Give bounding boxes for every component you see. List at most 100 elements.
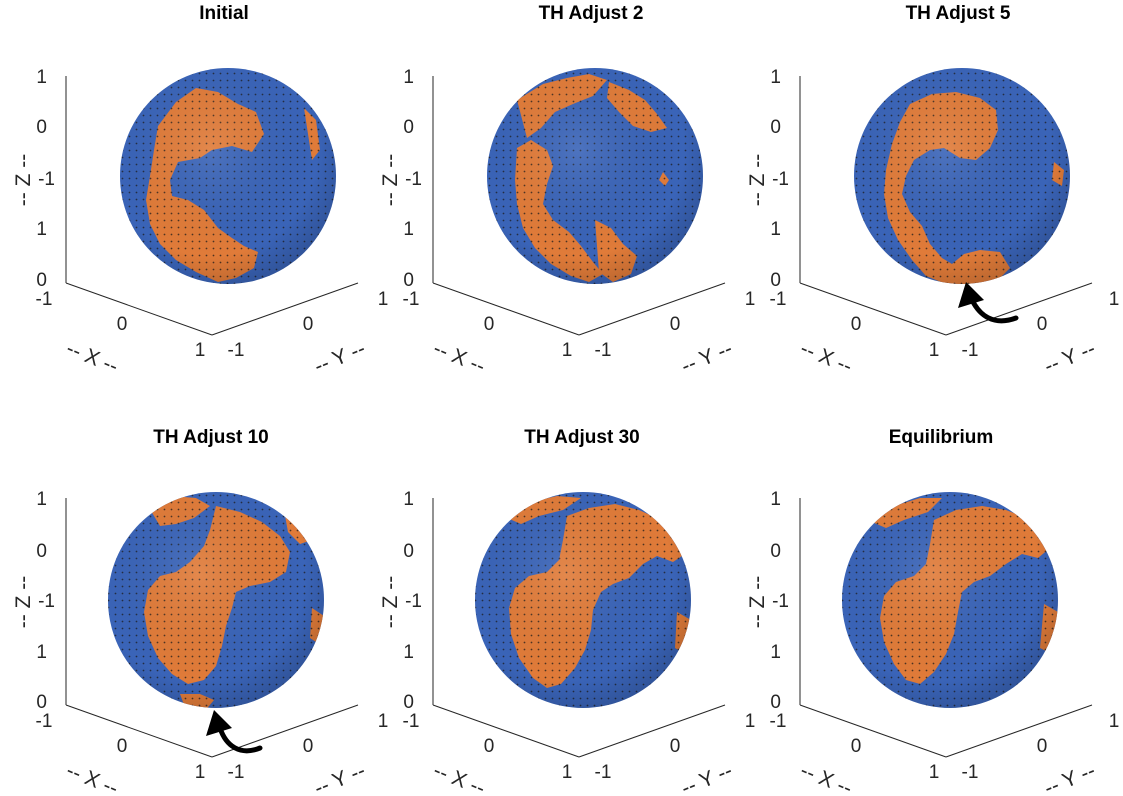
x-ticks: -1 0 1 [403,289,573,361]
x-ticks: -1 0 1 [403,711,573,783]
z-tick-label: 1 [36,642,47,663]
y-tick-label: -1 [228,340,245,361]
z-tick-label: 0 [770,692,781,713]
x-tick-label: 0 [484,736,495,757]
z-ticks: 1 0 -1 1 0 [770,489,789,713]
z-axis-label: -- Z -- [746,154,769,206]
z-ticks: 1 0 -1 1 0 [36,489,55,713]
y-tick-label: 0 [670,314,681,335]
x-tick-label: 1 [195,340,206,361]
globe [108,492,324,708]
x-tick-label: 0 [851,736,862,757]
x-tick-label: 0 [851,314,862,335]
x-tick-label: -1 [403,711,420,732]
z-tick-label: 1 [403,642,414,663]
y-axis-label: -- Y -- [678,337,736,378]
x-axis-line [799,282,947,336]
axes-box [799,498,1093,758]
panel-title: TH Adjust 10 [153,427,268,448]
x-tick-label: -1 [770,711,787,732]
z-axis-label: -- Z -- [12,576,35,628]
z-ticks: 1 0 -1 1 0 [36,67,55,291]
sphere-shading [854,68,1070,284]
y-axis-label: -- Y -- [311,337,369,378]
arrow-shaft [217,725,263,754]
z-tick-label: 0 [770,541,781,562]
x-axis-label: -- X -- [63,759,121,796]
z-tick-label: 0 [36,270,47,291]
axes-box [432,76,726,336]
z-tick-label: 1 [770,642,781,663]
x-tick-label: -1 [36,711,53,732]
x-tick-label: 1 [195,762,206,783]
z-tick-label: -1 [38,591,55,612]
panel-title: Equilibrium [889,427,994,448]
x-tick-label: 0 [117,314,128,335]
z-tick-label: 1 [36,489,47,510]
x-tick-label: 1 [929,340,940,361]
x-axis-line [432,282,580,336]
y-axis-line [211,282,359,336]
sphere-shading [475,492,691,708]
x-tick-label: -1 [36,289,53,310]
y-axis-line [945,282,1093,336]
panel-th-adjust-10: TH Adjust 10 1 0 -1 1 0 -1 0 1 -1 0 1 --… [12,427,388,796]
y-tick-label: -1 [962,340,979,361]
panel-title: TH Adjust 30 [524,427,639,448]
x-tick-label: -1 [770,289,787,310]
z-tick-label: -1 [405,169,422,190]
globe [487,68,703,284]
x-tick-label: 1 [562,340,573,361]
y-ticks: -1 0 1 [962,711,1120,783]
z-tick-label: 0 [770,270,781,291]
z-tick-label: 0 [403,270,414,291]
z-tick-label: 0 [403,117,414,138]
z-tick-label: -1 [772,169,789,190]
y-axis-line [578,282,726,336]
z-axis-label: -- Z -- [379,576,402,628]
x-axis-label: -- X -- [797,759,855,796]
x-axis-line [799,704,947,758]
sphere-shading [487,68,703,284]
globe [120,68,336,284]
y-axis-line [578,704,726,758]
x-axis-label: -- X -- [430,759,488,796]
y-tick-label: -1 [595,762,612,783]
y-axis-label: -- Y -- [1041,337,1099,378]
panel-th-adjust-5: TH Adjust 5 1 0 -1 1 0 -1 0 1 -1 0 1 -- … [746,3,1119,378]
y-ticks: -1 0 1 [595,711,756,783]
x-tick-label: 0 [484,314,495,335]
x-tick-label: 1 [562,762,573,783]
y-axis-label: -- Y -- [1041,759,1099,796]
y-tick-label: 0 [303,736,314,757]
y-ticks: -1 0 1 [228,289,389,361]
y-tick-label: 0 [303,314,314,335]
x-tick-label: 0 [117,736,128,757]
z-axis-label: -- Z -- [379,154,402,206]
z-tick-label: 1 [36,67,47,88]
z-tick-label: 0 [403,692,414,713]
sphere-shading [108,492,324,708]
panel-equilibrium: Equilibrium 1 0 -1 1 0 -1 0 1 -1 0 1 -- … [746,427,1119,796]
z-tick-label: 1 [36,219,47,240]
x-axis-label: -- X -- [797,337,855,378]
z-tick-label: 0 [770,117,781,138]
z-tick-label: 0 [403,541,414,562]
y-tick-label: -1 [228,762,245,783]
globe [842,492,1058,708]
panel-title: Initial [199,3,249,24]
y-ticks: -1 0 1 [228,711,389,783]
x-axis-label: -- X -- [63,337,121,378]
x-ticks: -1 0 1 [36,711,206,783]
x-tick-label: -1 [403,289,420,310]
arrow-head [958,282,984,308]
axes-box [432,498,726,758]
z-tick-label: -1 [405,591,422,612]
arrow-annotation [958,282,1019,324]
y-tick-label: 0 [670,736,681,757]
arrow-annotation [206,710,263,754]
z-axis-label: -- Z -- [12,154,35,206]
arrow-shaft [969,297,1019,324]
z-tick-label: 1 [770,219,781,240]
x-axis-line [432,704,580,758]
